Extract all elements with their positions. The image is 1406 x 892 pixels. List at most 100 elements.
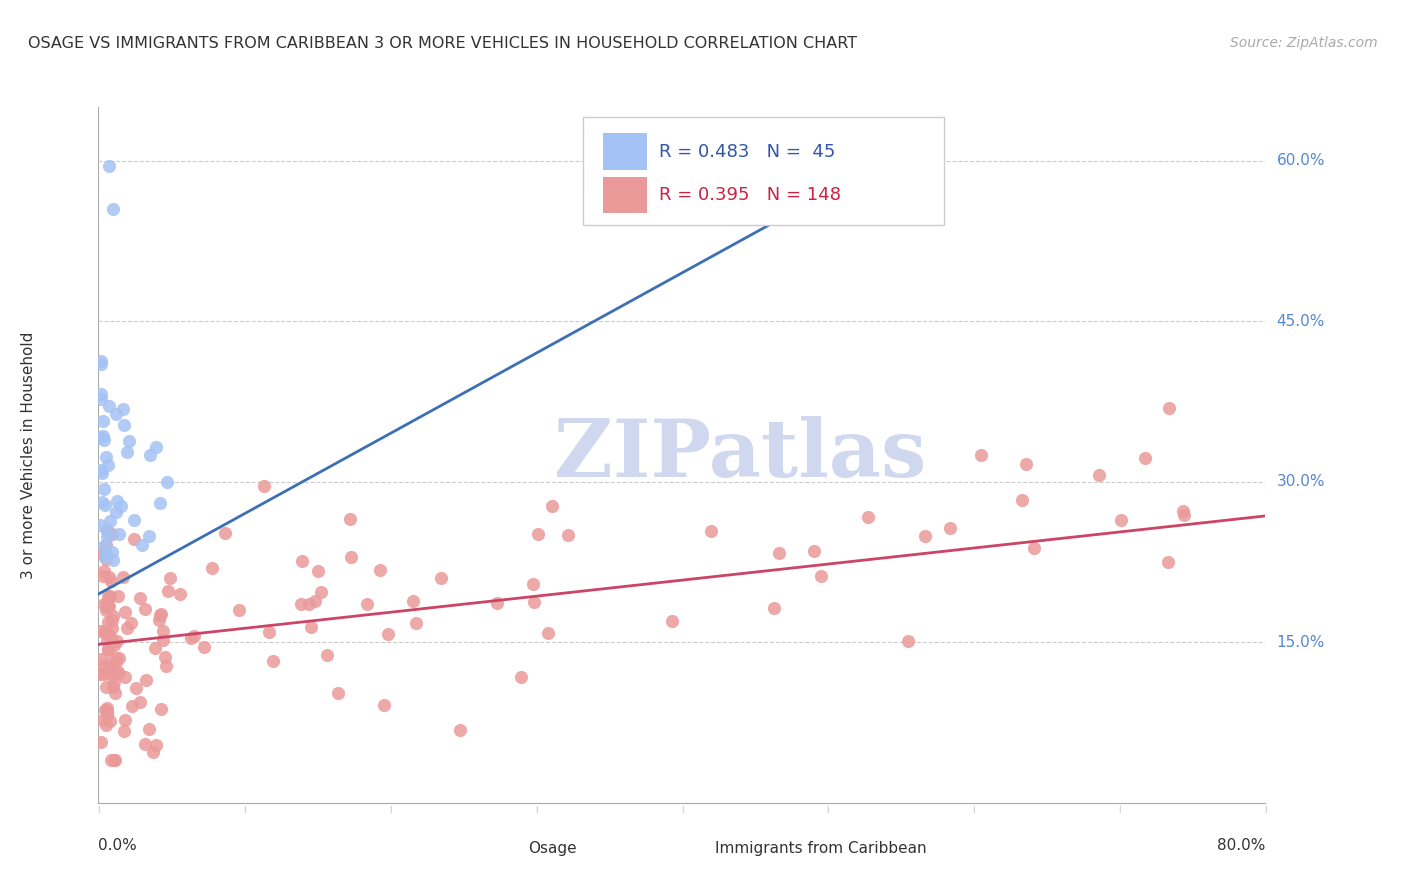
Point: [101, 668, 124, 682]
Point: [523, 595, 546, 609]
Point: [97, 642, 120, 657]
Point: [96, 626, 118, 640]
Point: [152, 633, 174, 648]
Point: [107, 665, 129, 679]
Point: [1011, 493, 1033, 508]
Point: [290, 597, 312, 611]
Point: [134, 602, 156, 616]
Point: [90, 463, 112, 477]
Point: [129, 695, 152, 709]
Bar: [671, 836, 706, 862]
Point: [90, 353, 112, 368]
Point: [98, 570, 121, 584]
Point: [430, 571, 453, 585]
Point: [112, 402, 135, 417]
Point: [107, 666, 129, 681]
Point: [104, 407, 127, 421]
Point: [105, 634, 128, 648]
Point: [97, 628, 120, 642]
Point: [541, 499, 564, 513]
Point: [193, 640, 215, 654]
Point: [101, 621, 124, 635]
Point: [124, 532, 146, 546]
Point: [138, 529, 160, 543]
Point: [93, 597, 115, 611]
Point: [94, 603, 117, 617]
Point: [89, 667, 111, 681]
Point: [96, 632, 118, 647]
Point: [93, 666, 115, 681]
Point: [135, 673, 157, 687]
Point: [90, 652, 112, 666]
Point: [91, 658, 114, 673]
Point: [96, 595, 118, 609]
Text: 0.0%: 0.0%: [98, 838, 138, 853]
Point: [149, 702, 172, 716]
Point: [1171, 504, 1194, 518]
Point: [97, 589, 120, 603]
Point: [96, 524, 118, 538]
Point: [402, 593, 425, 607]
Point: [100, 659, 122, 673]
Point: [91, 569, 114, 583]
Point: [405, 616, 427, 631]
Point: [134, 737, 156, 751]
Point: [103, 753, 125, 767]
Text: 30.0%: 30.0%: [1277, 475, 1324, 489]
Point: [94, 546, 117, 560]
Point: [180, 631, 202, 645]
Point: [291, 554, 314, 568]
Point: [125, 681, 148, 695]
Point: [169, 587, 191, 601]
Point: [96, 524, 118, 538]
Point: [94, 538, 117, 552]
Point: [90, 735, 112, 749]
Point: [114, 605, 136, 619]
Point: [122, 513, 145, 527]
Point: [762, 601, 785, 615]
Point: [100, 753, 122, 767]
Point: [810, 569, 832, 583]
Point: [155, 659, 177, 673]
Point: [152, 624, 174, 638]
Point: [228, 603, 250, 617]
Point: [91, 547, 114, 561]
Bar: [603, 178, 647, 213]
Text: Osage: Osage: [527, 841, 576, 856]
Text: Immigrants from Caribbean: Immigrants from Caribbean: [714, 841, 927, 856]
Point: [522, 577, 544, 591]
Point: [112, 724, 135, 739]
Point: [90, 357, 112, 371]
Point: [91, 466, 114, 480]
Point: [96, 531, 118, 545]
Point: [97, 664, 120, 678]
Point: [1157, 555, 1180, 569]
Point: [1022, 541, 1045, 556]
Point: [316, 648, 339, 662]
Point: [153, 650, 176, 665]
Point: [101, 681, 124, 695]
Point: [373, 698, 395, 712]
Point: [298, 597, 321, 611]
Text: ZIPatlas: ZIPatlas: [554, 416, 927, 494]
Point: [768, 546, 790, 560]
Text: |: |: [389, 805, 391, 813]
Point: [526, 527, 548, 541]
Text: R = 0.483   N =  45: R = 0.483 N = 45: [658, 143, 835, 161]
Point: [262, 654, 284, 668]
Point: [94, 498, 117, 512]
Point: [105, 493, 128, 508]
Point: [107, 526, 129, 541]
Point: [449, 723, 471, 738]
Point: [94, 552, 117, 566]
Point: [309, 585, 332, 599]
Point: [145, 440, 167, 454]
Text: |: |: [534, 805, 537, 813]
Point: [159, 571, 181, 585]
Point: [118, 434, 141, 449]
Point: [100, 574, 122, 589]
Point: [97, 599, 120, 613]
Point: [96, 704, 118, 718]
Point: [537, 626, 560, 640]
Point: [803, 543, 825, 558]
